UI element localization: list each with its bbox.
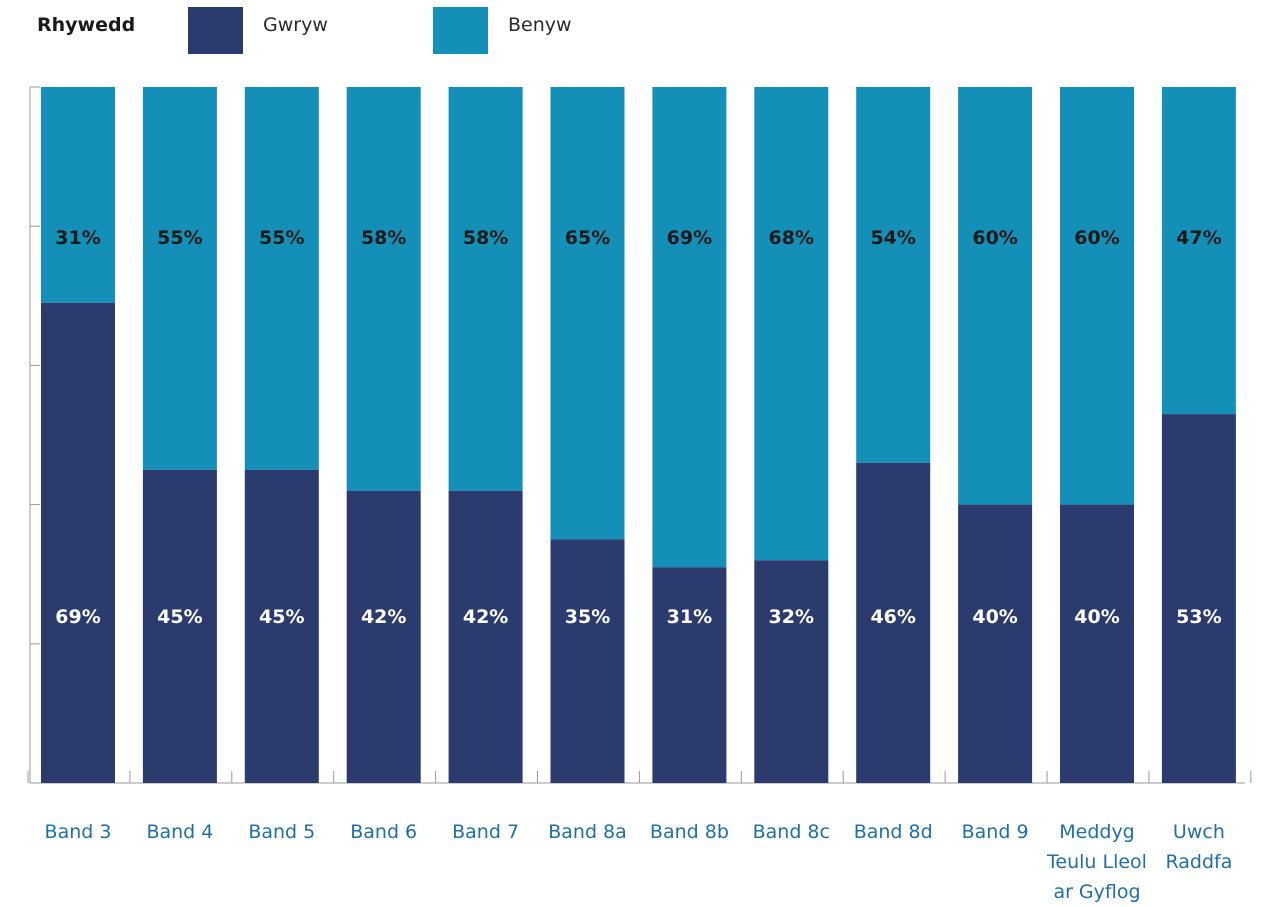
category-label: Band 8c [753,821,830,843]
bar-gwryw [1060,504,1134,783]
bar-benyw [244,87,319,470]
bar-gwryw [448,490,523,783]
category-label: Teulu Lleol [1046,851,1147,873]
data-label-benyw: 58% [361,227,406,249]
data-label-gwryw: 45% [259,606,304,628]
bar-benyw [41,87,115,303]
bar-benyw [1060,87,1134,505]
bar-gwryw [856,462,931,783]
category-label: ar Gyflog [1053,881,1140,903]
category-label: Uwch [1173,821,1225,843]
data-label-gwryw: 32% [769,606,814,628]
bar-gwryw [142,469,217,783]
category-label: Band 7 [452,821,519,843]
bar-gwryw [754,560,829,783]
data-label-gwryw: 40% [1074,606,1119,628]
data-label-benyw: 69% [667,227,712,249]
bar-benyw [550,87,625,540]
data-label-benyw: 65% [565,227,610,249]
data-label-benyw: 54% [870,227,915,249]
bar-gwryw [958,504,1033,783]
legend: Rhywedd Gwryw Benyw [0,0,1265,60]
bar-benyw [958,87,1033,505]
data-label-benyw: 58% [463,227,508,249]
category-label: Band 6 [350,821,417,843]
category-label: Band 4 [146,821,213,843]
bar-gwryw [244,469,319,783]
bar-benyw [142,87,217,470]
legend-label-gwryw: Gwryw [263,14,328,36]
data-label-gwryw: 53% [1176,606,1221,628]
data-label-gwryw: 42% [361,606,406,628]
bar-gwryw [550,539,625,783]
bar-benyw [448,87,523,491]
legend-swatch-gwryw [188,7,243,54]
data-label-gwryw: 35% [565,606,610,628]
data-label-gwryw: 42% [463,606,508,628]
data-label-benyw: 68% [769,227,814,249]
category-label: Band 3 [45,821,112,843]
category-label: Band 8b [650,821,729,843]
data-label-gwryw: 46% [870,606,915,628]
data-label-benyw: 60% [972,227,1017,249]
bar-benyw [652,87,727,568]
bar-gwryw [41,302,115,783]
data-label-gwryw: 45% [157,606,202,628]
data-label-gwryw: 31% [667,606,712,628]
category-label: Band 8a [548,821,627,843]
legend-title: Rhywedd [37,14,136,36]
bar-benyw [1161,87,1236,415]
bar-gwryw [652,567,727,783]
bar-gwryw [346,490,421,783]
data-label-benyw: 31% [55,227,100,249]
legend-swatch-benyw [433,7,488,54]
bar-gwryw [1161,414,1236,783]
bar-benyw [346,87,421,491]
bar-benyw [754,87,829,561]
category-label: Band 9 [962,821,1029,843]
bar-benyw [856,87,931,463]
category-label: Raddfa [1165,851,1232,873]
data-label-benyw: 60% [1074,227,1119,249]
category-label: Meddyg [1059,821,1135,843]
data-label-gwryw: 40% [972,606,1017,628]
data-label-benyw: 55% [157,227,202,249]
data-label-gwryw: 69% [55,606,100,628]
legend-label-benyw: Benyw [508,14,572,36]
category-label: Band 5 [248,821,315,843]
category-label: Band 8d [854,821,933,843]
data-label-benyw: 55% [259,227,304,249]
data-label-benyw: 47% [1176,227,1221,249]
